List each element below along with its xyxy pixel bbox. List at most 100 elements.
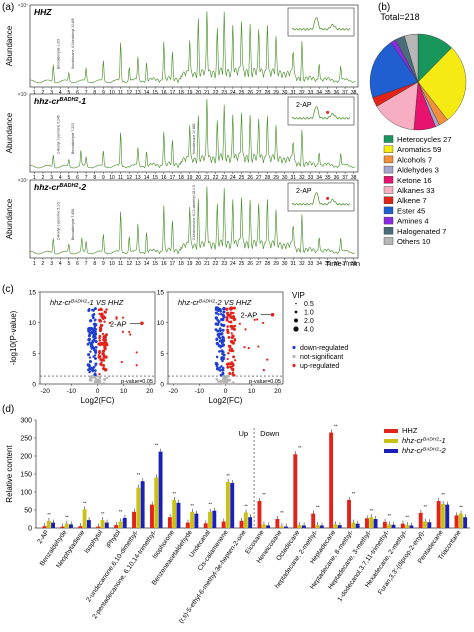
- legend-label: Amines 4: [397, 217, 429, 226]
- x-tick-label: 7: [85, 90, 88, 96]
- volcano-point: [93, 376, 96, 379]
- volcano-point: [217, 313, 220, 316]
- x-tick-label: 10: [248, 388, 256, 395]
- bar-hhz: [400, 523, 405, 528]
- pie-slice-aromatics: [417, 47, 467, 121]
- trace-name: hhz-crBADH2-1: [34, 96, 86, 106]
- volcano-title: hhz-crBADH2-1 VS HHZ: [50, 298, 124, 307]
- x-tick-label: 13: [135, 175, 141, 181]
- volcano-point: [221, 317, 225, 322]
- x-tick-label: 32: [299, 90, 305, 96]
- volcano-point: [88, 326, 91, 330]
- volcano-point: [90, 378, 93, 382]
- volcano-point: [92, 355, 95, 358]
- inset-trace: [291, 192, 351, 206]
- volcano-point: [231, 362, 235, 366]
- bar-cr1: [64, 523, 69, 528]
- peak-annotation: Benzaldehyde 7.458: [71, 209, 75, 240]
- x-tick-label: 31: [290, 261, 296, 267]
- volcano-point: [92, 309, 95, 312]
- legend-label: Alkanes 33: [397, 186, 435, 195]
- volcano-label-2ap: 2-AP: [241, 311, 258, 320]
- x-tick-label: 20: [146, 388, 154, 395]
- bar-cr1: [225, 481, 230, 528]
- x-tick-label: 33: [308, 90, 314, 96]
- category-label: not-significant: [300, 354, 343, 361]
- volcano-point: [98, 351, 101, 355]
- legend-swatch: [383, 186, 394, 194]
- volcano-point: [215, 378, 218, 381]
- significance-mark: **: [262, 492, 266, 497]
- volcano-point: [94, 339, 98, 344]
- x-tick-label: 17: [170, 261, 176, 267]
- category-marker: [292, 363, 296, 368]
- bar-cr1: [136, 487, 141, 528]
- x-tick-label: 8: [93, 261, 96, 267]
- volcano-frame: [167, 291, 284, 385]
- inset-label-2ap: 2-AP: [296, 102, 312, 109]
- x-tick-label: 32: [299, 261, 305, 267]
- bar-cr1: [333, 524, 338, 528]
- x-tick-label: 7: [85, 175, 88, 181]
- significance-mark: **: [280, 510, 284, 515]
- y-tick-label: 0: [160, 382, 164, 389]
- bar-cr2: [158, 451, 163, 528]
- bar-cr2: [86, 520, 91, 528]
- bar-cr2: [140, 481, 145, 528]
- x-tick-label: 17: [170, 175, 176, 181]
- bar-cr1: [440, 503, 445, 528]
- volcano-point: [243, 346, 246, 349]
- volcano-point: [135, 351, 138, 354]
- x-tick-label: 26: [247, 90, 253, 96]
- volcano-point: [128, 330, 131, 333]
- volcano-point: [231, 341, 235, 345]
- bar-hhz: [203, 523, 208, 528]
- legend-label: Aromatics 59: [397, 145, 441, 154]
- bar-hhz: [418, 512, 423, 528]
- volcano-point: [253, 318, 256, 321]
- bar-hhz: [347, 499, 351, 528]
- bar-hhz: [311, 513, 316, 528]
- bar-cr2: [319, 525, 324, 528]
- x-tick-label: 20: [196, 90, 202, 96]
- volcano-point: [247, 347, 250, 350]
- volcano-point: [244, 328, 247, 331]
- x-tick-label: 28: [265, 175, 271, 181]
- volcano-point: [98, 318, 102, 322]
- x-tick-label: 29: [273, 90, 279, 96]
- volcano-point: [98, 339, 102, 342]
- x-tick-label: 12: [126, 90, 132, 96]
- x-tick-label: 15: [152, 90, 158, 96]
- section-label-down: Down: [260, 429, 279, 438]
- volcano-point: [102, 338, 106, 342]
- y-tick-label: 5: [160, 351, 164, 358]
- x-tick-label: 18: [178, 175, 184, 181]
- volcano-point: [232, 318, 236, 322]
- volcano-point: [221, 328, 225, 332]
- relative-content-bar-chart: 0 50 100 150 200 250 300 Relative content Up Down…: [5, 418, 470, 625]
- volcano-point: [103, 316, 107, 320]
- x-tick-label: 10: [109, 261, 115, 267]
- volcano-point: [88, 360, 92, 364]
- volcano-point: [229, 320, 233, 324]
- x-tick-label: 21: [204, 90, 210, 96]
- x-tick-label: 14: [144, 261, 150, 267]
- pie-slice-ester: [369, 42, 419, 98]
- inset-frame: [287, 182, 355, 212]
- volcano-point: [91, 340, 95, 344]
- threshold-label: p-value=0.05: [121, 379, 153, 385]
- volcano-point: [214, 311, 218, 315]
- vip-size-label: 0.5: [304, 301, 314, 308]
- volcano-point: [257, 345, 260, 348]
- x-tick-label: 10: [109, 175, 115, 181]
- volcano-point: [100, 359, 104, 362]
- volcano-point: [266, 358, 269, 361]
- volcano-point: [233, 338, 237, 342]
- trace-name: hhz-crBADH2-2: [34, 182, 86, 192]
- pie-slice-others: [404, 33, 419, 83]
- volcano-point: [229, 311, 233, 315]
- x-tick-label: 32: [299, 175, 305, 181]
- volcano-point: [225, 375, 228, 379]
- volcano-point: [92, 365, 96, 369]
- volcano-point: [105, 308, 108, 311]
